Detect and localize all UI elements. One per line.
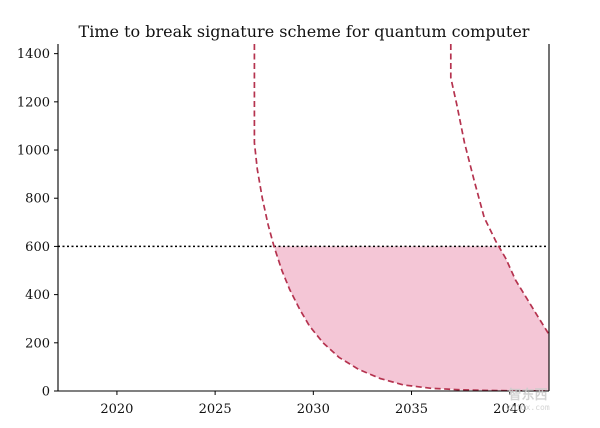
- x-tick-label: 2025: [199, 402, 232, 417]
- series-line-1: [253, 44, 549, 391]
- y-tick-label: 1400: [17, 47, 50, 62]
- watermark-text: 智东西: [508, 387, 547, 403]
- y-tick-label: 400: [25, 288, 50, 303]
- y-tick-label: 600: [25, 240, 50, 255]
- series-line-2: [449, 44, 549, 335]
- y-tick-label: 1000: [17, 144, 50, 159]
- plot-area: [58, 44, 549, 391]
- y-tick-label: 800: [25, 192, 50, 207]
- y-tick-label: 0: [42, 385, 50, 400]
- chart-title: Time to break signature scheme for quant…: [79, 22, 530, 41]
- x-tick-label: 2035: [395, 402, 428, 417]
- watermark: 智东西 zhidx.com: [506, 387, 550, 412]
- shaded-region: [274, 246, 549, 391]
- axes: 0 200 400 600 800 1000 1200 1400 2020 2025 2030 203…: [17, 44, 550, 417]
- x-tick-label: 2030: [297, 402, 330, 417]
- y-tick-label: 1200: [17, 95, 50, 110]
- plot-content: [58, 44, 549, 391]
- y-tick-label: 200: [25, 336, 50, 351]
- watermark-subtext: zhidx.com: [506, 403, 550, 412]
- x-tick-label: 2020: [100, 402, 133, 417]
- x-tick-label: 2040: [493, 402, 526, 417]
